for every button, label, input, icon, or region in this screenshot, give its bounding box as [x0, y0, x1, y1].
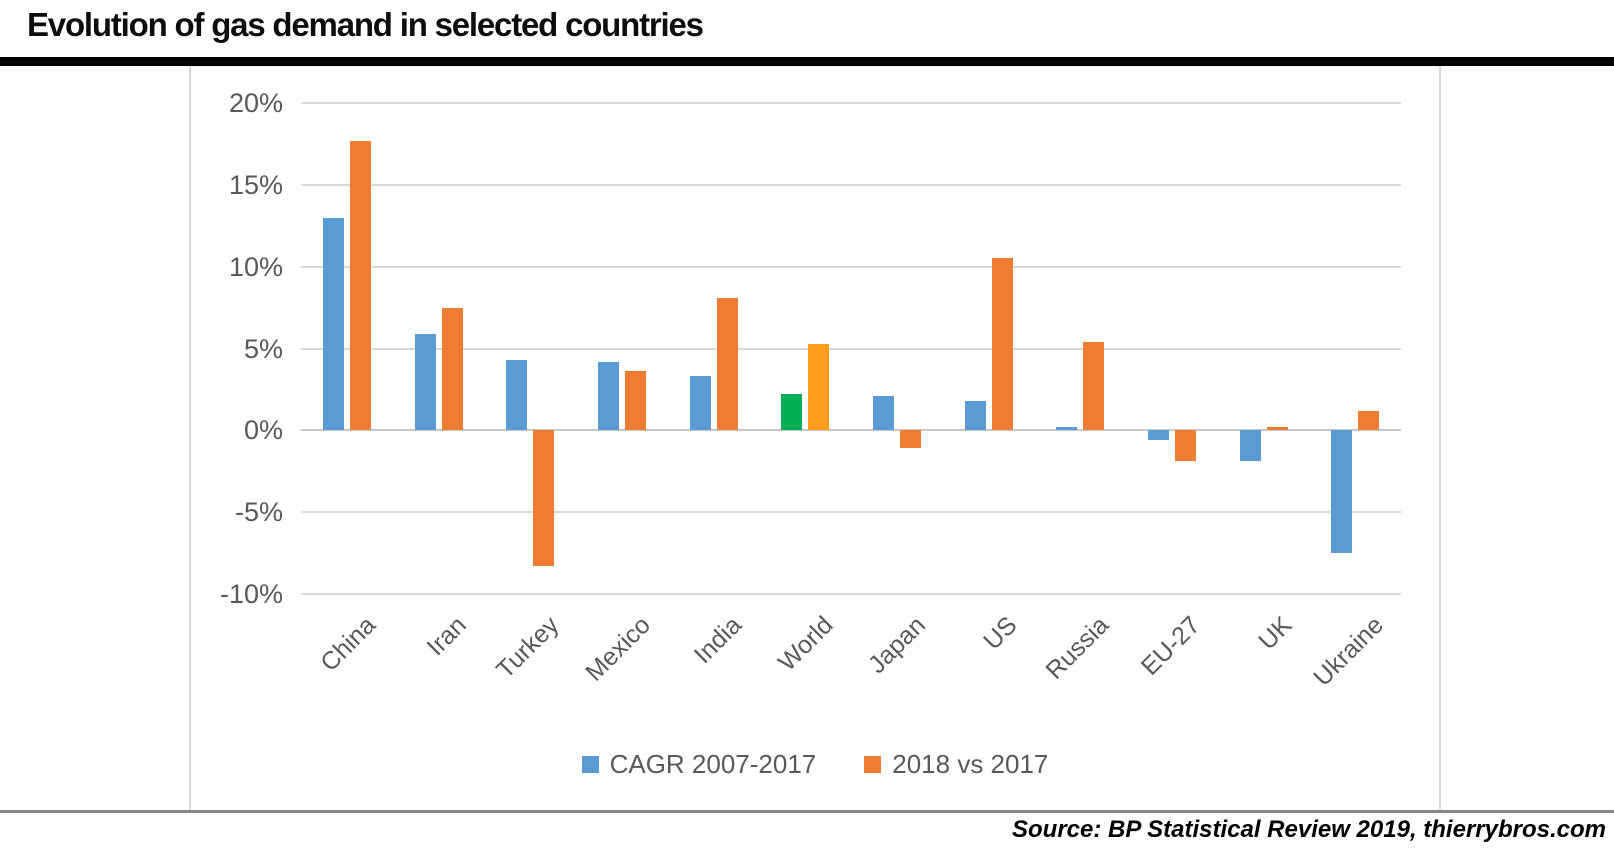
bar-yoy-japan — [899, 430, 921, 449]
gridline — [301, 593, 1401, 595]
title-underline — [0, 57, 1614, 66]
gridline — [301, 265, 1401, 268]
x-axis-label: US — [977, 611, 1023, 656]
y-axis-tick-label: 0% — [243, 415, 283, 446]
y-axis-tick-label: -10% — [219, 579, 283, 609]
x-axis-label: UK — [1252, 611, 1298, 656]
bar-cagr-eu-27 — [1147, 430, 1169, 441]
bar-yoy-russia — [1083, 341, 1105, 431]
legend-item: 2018 vs 2017 — [864, 749, 1048, 780]
separator-line — [0, 810, 1614, 813]
bar-cagr-china — [322, 217, 344, 431]
x-axis-label: Mexico — [579, 611, 656, 687]
page-title: Evolution of gas demand in selected coun… — [27, 6, 704, 43]
bar-cagr-ukraine — [1331, 430, 1353, 554]
bar-cagr-russia — [1056, 427, 1078, 431]
bar-yoy-iran — [441, 307, 463, 431]
bar-yoy-india — [716, 297, 738, 431]
bar-cagr-uk — [1239, 430, 1261, 462]
bar-cagr-world — [781, 394, 803, 431]
x-axis-label: World — [773, 611, 839, 677]
chart-frame: 20% 15% 10% 5% 0% -5% -10% China Iran Turkey Mexi… — [189, 66, 1441, 811]
y-axis-tick-label: -5% — [234, 497, 283, 528]
x-axis-label: India — [689, 611, 748, 670]
legend-label: CAGR 2007-2017 — [609, 749, 817, 779]
source-note: Source: BP Statistical Review 2019, thie… — [1011, 816, 1606, 843]
legend-item: CAGR 2007-2017 — [581, 749, 817, 780]
y-axis-tick-label: 20% — [228, 88, 283, 118]
legend-label: 2018 vs 2017 — [892, 749, 1049, 779]
x-axis-label: Iran — [422, 611, 473, 662]
bar-yoy-ukraine — [1358, 410, 1380, 431]
bar-yoy-uk — [1266, 427, 1288, 431]
plot-area — [301, 102, 1401, 595]
bar-yoy-china — [349, 140, 371, 431]
gridline — [301, 511, 1401, 514]
x-axis-label: Ukraine — [1308, 611, 1389, 692]
bar-cagr-mexico — [597, 361, 619, 431]
y-axis-tick-label: 15% — [228, 169, 283, 200]
bar-yoy-us — [991, 258, 1013, 431]
legend: CAGR 2007-2017 2018 vs 2017 — [191, 749, 1439, 780]
bar-cagr-turkey — [506, 359, 528, 431]
x-axis: China Iran Turkey Mexico India World Japan US Ru… — [301, 611, 1401, 751]
x-axis-label: Turkey — [490, 611, 564, 685]
x-axis-label: China — [314, 611, 381, 677]
y-axis-tick-label: 10% — [228, 251, 283, 282]
bar-cagr-japan — [872, 395, 894, 431]
bar-yoy-turkey — [533, 430, 555, 567]
y-axis-tick-label: 5% — [243, 333, 283, 364]
x-axis-label: EU-27 — [1135, 611, 1206, 681]
x-axis-line — [301, 429, 1401, 432]
legend-swatch-icon — [864, 756, 882, 773]
legend-swatch-icon — [581, 756, 599, 773]
bar-cagr-iran — [414, 333, 436, 431]
x-axis-label: Japan — [862, 611, 931, 679]
x-axis-label: Russia — [1040, 611, 1114, 685]
bar-yoy-world — [808, 343, 830, 431]
gridline — [301, 102, 1401, 104]
gridline — [301, 347, 1401, 350]
y-axis: 20% 15% 10% 5% 0% -5% -10% — [191, 88, 283, 609]
bar-yoy-eu-27 — [1174, 430, 1196, 462]
bar-cagr-india — [689, 376, 711, 431]
bar-cagr-us — [964, 400, 986, 431]
gridline — [301, 183, 1401, 186]
bar-yoy-mexico — [624, 371, 646, 431]
